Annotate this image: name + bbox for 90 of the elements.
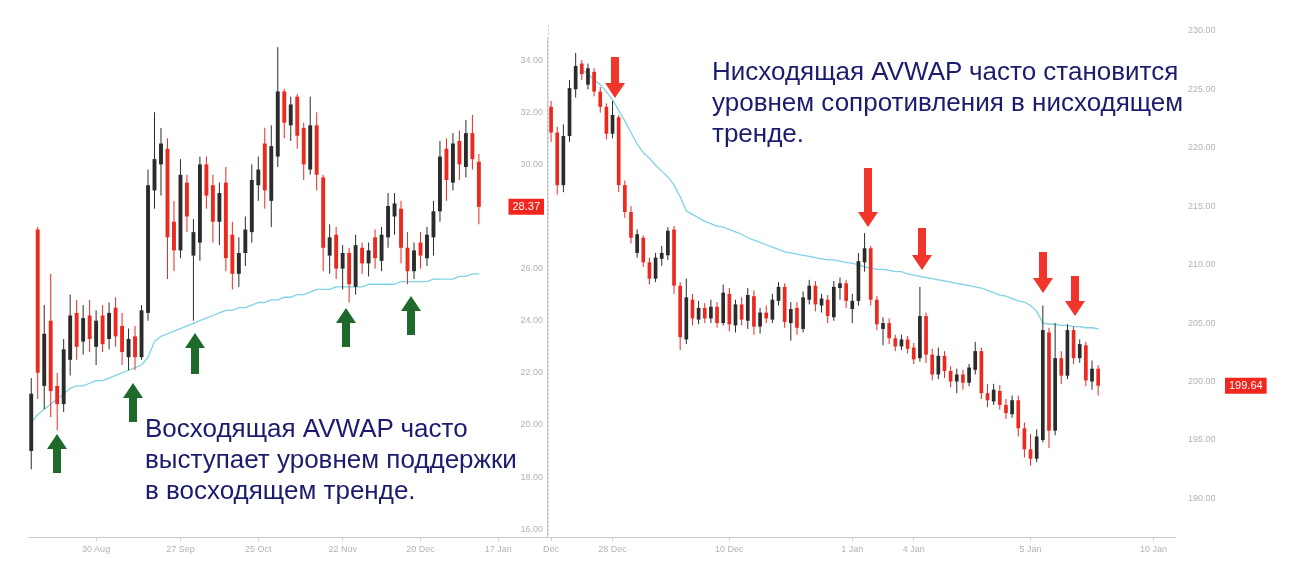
y-tick-label: 30.00: [520, 158, 543, 169]
x-tick-label: 5 Jan: [1019, 543, 1042, 554]
y-tick-label: 24.00: [520, 315, 543, 326]
y-tick-label: 205.00: [1188, 317, 1216, 328]
y-tick-label: 16.00: [520, 523, 543, 534]
y-tick-label: 190.00: [1188, 492, 1216, 503]
candlestick: [598, 86, 603, 114]
candlestick: [360, 242, 365, 275]
candlestick: [635, 229, 639, 259]
candlestick: [126, 328, 131, 371]
x-tick-label: 10 Jan: [1139, 543, 1167, 554]
candlestick: [55, 372, 60, 431]
candlestick: [930, 348, 935, 381]
candlestick: [844, 279, 848, 309]
candlestick: [967, 363, 971, 387]
x-tick-label: 27 Sep: [166, 543, 195, 554]
candlestick: [991, 383, 996, 406]
candlestick: [758, 307, 762, 335]
x-tick-label: 30 Aug: [82, 543, 111, 554]
y-tick-label: 230.00: [1188, 25, 1216, 36]
y-tick-label: 20.00: [520, 419, 543, 430]
candlestick: [1077, 338, 1082, 364]
x-tick-label: 20 Dec: [406, 543, 436, 554]
candlestick: [887, 317, 892, 345]
text: 199.64: [1229, 379, 1263, 392]
candlestick: [807, 279, 812, 305]
candlestick: [327, 223, 332, 275]
y-tick-label: 18.00: [520, 471, 543, 482]
annotation: Восходящая AVWAP часто выступает уровнем поддержки в восходящем тренде.: [145, 413, 517, 505]
x-tick-label: 17 Jan: [484, 543, 512, 554]
candlestick: [586, 63, 590, 90]
candlestick: [838, 276, 842, 301]
x-tick-label: 10 Dec: [715, 543, 745, 554]
y-tick-label: 34.00: [520, 54, 543, 65]
candlestick: [1096, 364, 1101, 397]
candlestick: [1004, 398, 1008, 420]
candlestick: [954, 368, 959, 394]
candlestick: [936, 347, 941, 380]
candlestick: [911, 342, 916, 365]
candlestick: [659, 245, 664, 267]
candlestick: [236, 236, 241, 288]
y-tick-label: 220.00: [1188, 142, 1216, 153]
y-tick-label: 26.00: [520, 263, 543, 274]
x-tick-label: Dec: [543, 543, 560, 554]
candlestick: [81, 304, 86, 356]
candlestick: [133, 325, 137, 371]
y-tick-label: 200.00: [1188, 376, 1216, 387]
candlestick: [881, 316, 885, 346]
candlestick: [191, 218, 196, 322]
candlestick: [87, 299, 92, 353]
candlestick: [1034, 428, 1039, 463]
candlestick: [850, 293, 855, 324]
candlestick: [288, 96, 293, 142]
y-tick-label: 215.00: [1188, 200, 1216, 211]
x-tick-label: 28 Dec: [598, 543, 628, 554]
candlestick: [997, 384, 1002, 411]
candlestick: [579, 59, 584, 81]
candlestick: [366, 242, 371, 277]
y-tick-label: 195.00: [1188, 434, 1216, 445]
candlestick: [709, 299, 713, 324]
y-tick-label: 22.00: [520, 367, 543, 378]
y-tick-label: 225.00: [1188, 83, 1216, 94]
candlestick: [412, 242, 416, 280]
annotation: 28.37: [512, 200, 540, 213]
candlestick: [961, 369, 965, 391]
candlestick: [592, 67, 596, 97]
candlestick: [340, 244, 345, 290]
candlestick: [1090, 359, 1094, 391]
candlestick: [457, 130, 462, 181]
candlestick: [795, 301, 799, 336]
y-tick-label: 32.00: [520, 106, 543, 117]
candlestick: [425, 226, 429, 267]
x-tick-label: 4 Jan: [902, 543, 925, 554]
candlestick: [1059, 350, 1064, 385]
candlestick: [159, 127, 163, 197]
candlestick: [825, 294, 830, 324]
candlestick: [702, 302, 707, 324]
x-tick-label: 25 Oct: [245, 543, 273, 554]
candlestick: [1010, 395, 1014, 419]
x-tick-label: 22 Nov: [328, 543, 358, 554]
candlestick: [573, 52, 578, 98]
candlestick: [715, 301, 719, 329]
candlestick: [256, 156, 261, 202]
candlestick: [373, 229, 378, 270]
annotation: Нисходящая AVWAP часто становится уровнем сопротивления в нисходящем тренде.: [712, 56, 1184, 148]
y-tick-label: 210.00: [1188, 259, 1216, 270]
candlestick: [243, 215, 248, 267]
x-tick-label: 1 Jan: [841, 543, 864, 554]
candlestick: [973, 341, 978, 376]
candlestick: [788, 301, 793, 342]
